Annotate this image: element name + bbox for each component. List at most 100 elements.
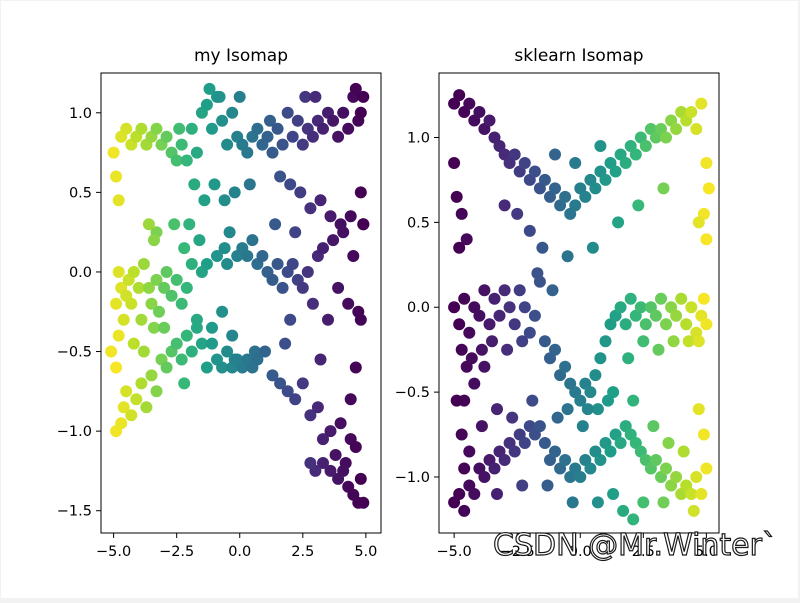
scatter-point bbox=[218, 194, 231, 207]
scatter-point bbox=[455, 207, 468, 220]
scatter-point bbox=[178, 377, 191, 390]
scatter-point bbox=[591, 403, 604, 416]
scatter-point bbox=[160, 130, 173, 143]
scatter-point bbox=[200, 98, 213, 111]
scatter-point bbox=[105, 345, 118, 358]
scatter-point bbox=[488, 292, 501, 305]
scatter-point bbox=[334, 218, 347, 231]
scatter-point bbox=[478, 360, 491, 373]
scatter-point bbox=[281, 385, 294, 398]
y-tick-label: −0.5 bbox=[57, 345, 92, 361]
scatter-point bbox=[458, 504, 471, 517]
scatter-point bbox=[450, 394, 463, 407]
scatter-point bbox=[561, 250, 574, 263]
scatter-point bbox=[294, 186, 307, 199]
scatter-point bbox=[478, 471, 491, 483]
scatter-point bbox=[324, 210, 337, 223]
scatter-point bbox=[700, 462, 713, 475]
scatter-point bbox=[637, 496, 650, 509]
scatter-point bbox=[137, 258, 150, 270]
x-tick-label: 2.5 bbox=[291, 544, 314, 560]
scatter-point bbox=[528, 165, 541, 178]
scatter-point bbox=[498, 284, 511, 297]
scatter-point bbox=[150, 273, 163, 286]
scatter-point bbox=[148, 321, 160, 334]
scatter-point bbox=[700, 318, 713, 331]
scatter-point bbox=[660, 131, 672, 144]
scatter-point bbox=[458, 292, 471, 305]
scatter-point bbox=[208, 178, 221, 191]
scatter-point bbox=[185, 345, 198, 358]
scatter-point bbox=[271, 122, 284, 135]
scatter-point bbox=[660, 318, 672, 331]
x-tick-label: 5.0 bbox=[695, 544, 718, 560]
scatter-point bbox=[463, 445, 476, 458]
scatter-point bbox=[311, 401, 324, 414]
scatter-point bbox=[584, 386, 597, 399]
scatter-point bbox=[130, 393, 143, 406]
scatter-point bbox=[296, 281, 309, 294]
scatter-point bbox=[269, 218, 282, 231]
scatter-point bbox=[170, 337, 183, 350]
scatter-point bbox=[508, 318, 521, 331]
scatter-point bbox=[690, 471, 703, 483]
y-tick-label: −1.0 bbox=[57, 424, 92, 440]
scatter-point bbox=[160, 266, 173, 278]
scatter-point bbox=[193, 234, 206, 247]
scatter-point bbox=[559, 190, 572, 203]
scatter-point bbox=[127, 266, 140, 278]
scatter-point bbox=[682, 335, 695, 348]
scatter-point bbox=[301, 266, 314, 278]
scatter-point bbox=[531, 267, 544, 280]
scatter-point bbox=[498, 199, 511, 212]
y-tick-label: −1.5 bbox=[57, 504, 92, 520]
scatter-point bbox=[137, 345, 150, 358]
scatter-point bbox=[241, 146, 254, 159]
scatter-point bbox=[675, 292, 688, 305]
y-tick-label: −1.0 bbox=[395, 470, 430, 486]
scatter-point bbox=[120, 122, 133, 135]
scatter-point bbox=[291, 114, 304, 127]
scatter-point bbox=[299, 90, 312, 103]
scatter-point bbox=[549, 182, 561, 195]
scatter-point bbox=[354, 106, 367, 119]
scatter-point bbox=[455, 343, 468, 356]
scatter-point bbox=[246, 234, 259, 247]
scatter-point bbox=[200, 258, 213, 270]
scatter-point bbox=[506, 411, 519, 424]
scatter-point bbox=[317, 122, 329, 135]
scatter-point bbox=[188, 178, 201, 191]
scatter-point bbox=[602, 394, 614, 407]
scatter-point bbox=[332, 281, 345, 294]
scatter-point bbox=[475, 343, 488, 356]
scatter-point bbox=[344, 393, 357, 406]
scatter-point bbox=[145, 297, 158, 310]
scatter-point bbox=[491, 403, 503, 416]
scatter-point bbox=[175, 297, 188, 310]
scatter-point bbox=[158, 321, 171, 334]
scatter-point bbox=[324, 464, 337, 477]
scatter-point bbox=[284, 178, 297, 191]
scatter-point bbox=[112, 194, 125, 207]
scatter-point bbox=[453, 488, 466, 500]
scatter-point bbox=[274, 377, 287, 390]
y-tick-label: 0.5 bbox=[69, 185, 92, 201]
scatter-point bbox=[685, 106, 698, 118]
scatter-point bbox=[483, 114, 496, 127]
scatter-point bbox=[158, 281, 171, 294]
scatter-point bbox=[221, 138, 234, 151]
scatter-point bbox=[629, 148, 642, 161]
scatter-point bbox=[503, 301, 516, 314]
scatter-point bbox=[228, 186, 241, 199]
scatter-point bbox=[289, 393, 302, 406]
scatter-point bbox=[639, 140, 652, 152]
scatter-point bbox=[251, 353, 264, 366]
scatter-point bbox=[175, 353, 188, 366]
scatter-point bbox=[279, 337, 292, 350]
scatter-point bbox=[296, 377, 309, 390]
scatter-point bbox=[473, 309, 486, 322]
scatter-point bbox=[690, 123, 703, 135]
scatter-point bbox=[687, 504, 700, 517]
scatter-point bbox=[516, 479, 529, 492]
